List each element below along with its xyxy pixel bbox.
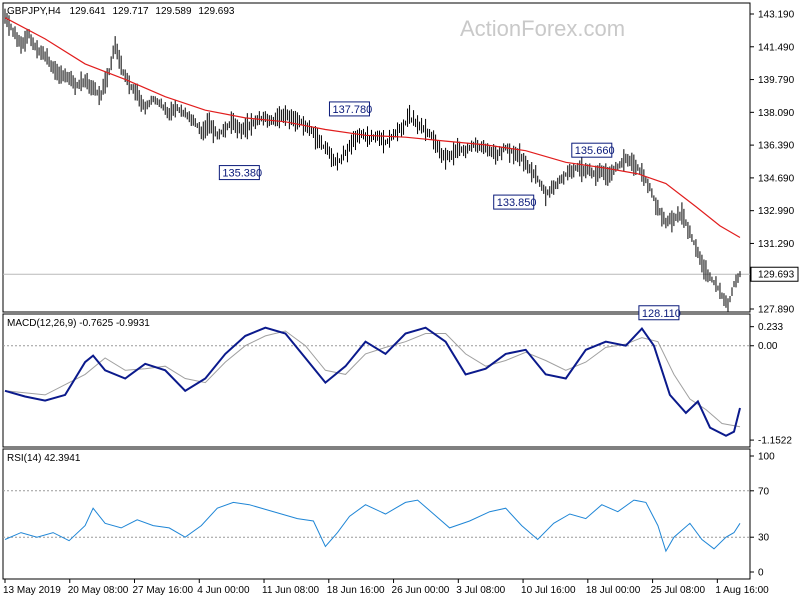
high-value: 129.717 [112, 6, 149, 17]
rsi-layer [3, 490, 750, 553]
price-annotation-box [493, 194, 535, 210]
price-annotation-label: 135.380 [222, 168, 262, 180]
x-tick-label: 18 Jun 16:00 [327, 585, 385, 596]
x-tick-label: 11 Jun 08:00 [262, 585, 320, 596]
rsi-panel [2, 448, 751, 580]
symbol-label: GBPJPY,H4 [7, 6, 61, 17]
price-y-tick-label: 139.790 [758, 75, 795, 86]
candle-series [4, 8, 741, 312]
price-y-tick-label: 141.490 [758, 42, 795, 53]
rsi-y-tick-label: 0 [758, 568, 764, 579]
price-annotation-box [218, 165, 260, 181]
macd-y-tick-label: -1.1522 [758, 436, 792, 447]
price-y-tick-label: 127.890 [758, 305, 795, 316]
x-tick-label: 18 Jul 00:00 [586, 585, 641, 596]
price-y-tick-label: 138.090 [758, 108, 795, 119]
price-y-tick-label: 132.990 [758, 206, 795, 217]
macd-y-tick-label: 0.00 [758, 341, 778, 352]
price-y-tick-label: 134.690 [758, 173, 795, 184]
price-y-tick-label: 136.390 [758, 141, 795, 152]
price-annotation-box [328, 101, 370, 117]
macd-line [4, 326, 741, 437]
rsi-y-tick-label: 70 [758, 486, 770, 497]
last-price-label: 129.693 [758, 270, 795, 281]
rsi-header: RSI(14) 42.3941 [7, 453, 81, 464]
macd-y-tick-label: 0.233 [758, 322, 783, 333]
macd-panel [2, 313, 751, 448]
price-header: GBPJPY,H4 129.641 129.717 129.589 129.69… [7, 6, 235, 17]
close-value: 129.693 [198, 6, 235, 17]
price-annotation-box [638, 305, 680, 321]
macd-signal-line [4, 330, 741, 428]
last-price-box [750, 266, 799, 282]
x-tick-label: 27 May 16:00 [133, 585, 194, 596]
x-tick-label: 3 Jul 08:00 [456, 585, 505, 596]
x-tick-label: 26 Jun 00:00 [392, 585, 450, 596]
moving-average-line [4, 17, 741, 239]
price-y-tick-label: 143.190 [758, 10, 795, 21]
x-tick-label: 4 Jun 00:00 [197, 585, 250, 596]
low-value: 129.589 [155, 6, 192, 17]
price-annotation-label: 128.110 [642, 308, 681, 320]
x-tick-label: 1 Aug 16:00 [715, 585, 769, 596]
watermark: ActionForex.com [460, 16, 625, 41]
price-y-tick-label: 131.290 [758, 239, 795, 250]
price-annotation-label: 137.780 [332, 104, 372, 116]
macd-layer [3, 326, 750, 437]
x-tick-label: 25 Jul 08:00 [651, 585, 706, 596]
x-tick-label: 10 Jul 16:00 [521, 585, 576, 596]
price-annotation-box [571, 142, 613, 158]
price-layer: 137.780 135.380 133.850 135.660 128.110 [3, 8, 750, 321]
rsi-y-tick-label: 100 [758, 452, 775, 463]
x-tick-label: 20 May 08:00 [68, 585, 129, 596]
rsi-line [4, 499, 741, 553]
x-tick-label: 13 May 2019 [3, 585, 61, 596]
macd-header: MACD(12,26,9) -0.7625 -0.9931 [7, 318, 150, 329]
price-annotation-label: 133.850 [497, 197, 537, 209]
rsi-y-tick-label: 30 [758, 533, 770, 544]
open-value: 129.641 [70, 6, 107, 17]
price-annotation-label: 135.660 [575, 145, 615, 157]
axis-layer: 143.190 141.490 139.790 138.090 136.390 134.6… [3, 10, 799, 596]
